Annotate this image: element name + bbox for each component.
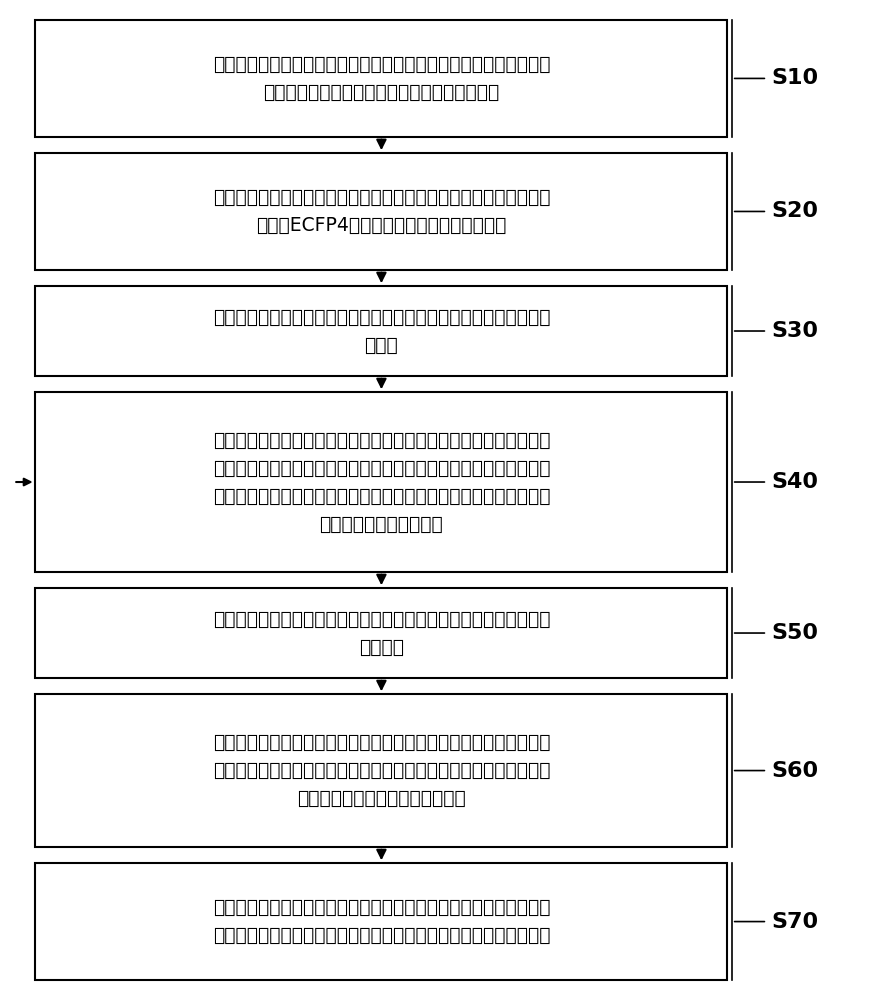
Text: 通过测试集对药物连接图分数预测网络进行测试，测试通过后，通过
药物连接图分数预测网络对待预测药物对的药物连接图分数进行预测: 通过测试集对药物连接图分数预测网络进行测试，测试通过后，通过 药物连接图分数预测…: [213, 898, 549, 945]
Bar: [35, 20, 727, 137]
Bar: [35, 392, 727, 572]
Text: 将数据集分为训练集以及测试集，通过训练集构建药物关联图和药物
分子图: 将数据集分为训练集以及测试集，通过训练集构建药物关联图和药物 分子图: [213, 308, 549, 355]
Text: 通过符号图卷积网络层对药物关联图进行特征提取，通过特征融合层
将从药物关联图中提取出来的特征融合到对应药物的药物分子图中，
通过图注意力网络层对融合特征后的每个: 通过符号图卷积网络层对药物关联图进行特征提取，通过特征融合层 将从药物关联图中提…: [213, 431, 549, 534]
Text: 构建训练网络，训练网络由编码器和解码器构成，编码器由符号图卷
积网络层、特征融合层以及图注意力网络层构成: 构建训练网络，训练网络由编码器和解码器构成，编码器由符号图卷 积网络层、特征融合…: [213, 55, 549, 102]
Bar: [35, 694, 727, 847]
Text: 获取药物数据集，所述药物数据集包括每个药物的简化分子线性输入
规范、ECFP4特征以及每对药物的连接图分数: 获取药物数据集，所述药物数据集包括每个药物的简化分子线性输入 规范、ECFP4特…: [213, 188, 549, 235]
Text: S50: S50: [771, 623, 818, 643]
Bar: [35, 286, 727, 376]
Text: S20: S20: [771, 201, 818, 221]
Bar: [35, 588, 727, 678]
Text: S60: S60: [771, 761, 818, 781]
Text: S40: S40: [771, 472, 818, 492]
Bar: [35, 863, 727, 980]
Text: 计算每对药物对应的余弦相似度与连接图分数的均方误差，以均方误
差为损失值更新训练网络的参数，直至满足结束条件时，以最新的训
练网络为药物连接图分数预测网络: 计算每对药物对应的余弦相似度与连接图分数的均方误差，以均方误 差为损失值更新训练…: [213, 733, 549, 808]
Text: 基于每个药物的高维特征，通过解码器计算每对药物的高维特征的余
弦相似度: 基于每个药物的高维特征，通过解码器计算每对药物的高维特征的余 弦相似度: [213, 610, 549, 657]
Bar: [35, 153, 727, 270]
Text: S30: S30: [771, 321, 818, 341]
Text: S70: S70: [771, 912, 818, 932]
Text: S10: S10: [771, 68, 818, 88]
